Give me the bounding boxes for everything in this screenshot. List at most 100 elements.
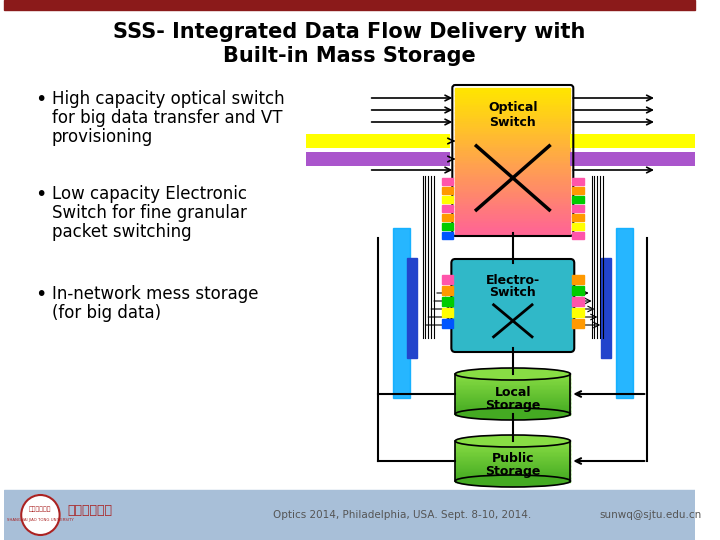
- Bar: [455, 409, 570, 410]
- Text: Storage: Storage: [485, 465, 541, 478]
- Text: Low capacity Electronic: Low capacity Electronic: [52, 185, 247, 203]
- Bar: [455, 404, 570, 407]
- Bar: [455, 449, 570, 451]
- Bar: [572, 275, 584, 284]
- Bar: [307, 134, 451, 148]
- Bar: [455, 375, 570, 377]
- Bar: [442, 214, 454, 221]
- Bar: [455, 469, 570, 471]
- Bar: [455, 447, 570, 448]
- Bar: [455, 464, 570, 465]
- Bar: [455, 204, 570, 207]
- Ellipse shape: [455, 368, 570, 380]
- Bar: [455, 183, 570, 185]
- Bar: [455, 468, 570, 469]
- Text: Switch for fine granular: Switch for fine granular: [52, 204, 247, 222]
- Bar: [455, 110, 570, 113]
- Bar: [455, 219, 570, 221]
- Text: High capacity optical switch: High capacity optical switch: [52, 90, 284, 108]
- Bar: [455, 392, 570, 393]
- Bar: [455, 226, 570, 228]
- Bar: [455, 88, 570, 91]
- Bar: [455, 187, 570, 190]
- Bar: [455, 406, 570, 408]
- Bar: [455, 190, 570, 192]
- Text: 上海交通大学: 上海交通大学: [68, 503, 113, 516]
- Bar: [455, 473, 570, 475]
- Bar: [408, 258, 417, 358]
- Bar: [455, 165, 570, 168]
- Bar: [455, 139, 570, 141]
- Bar: [455, 192, 570, 195]
- Bar: [455, 112, 570, 115]
- Text: for big data transfer and VT: for big data transfer and VT: [52, 109, 282, 127]
- Bar: [455, 117, 570, 120]
- Bar: [455, 224, 570, 226]
- Bar: [455, 480, 570, 482]
- Bar: [455, 132, 570, 134]
- Text: Switch: Switch: [490, 287, 536, 300]
- Bar: [455, 98, 570, 100]
- Text: SHANGHAI JIAO TONG UNIVERSITY: SHANGHAI JIAO TONG UNIVERSITY: [7, 518, 73, 522]
- Bar: [455, 194, 570, 197]
- Bar: [572, 232, 584, 239]
- Bar: [455, 383, 570, 385]
- Bar: [572, 214, 584, 221]
- Bar: [455, 411, 570, 413]
- Bar: [572, 286, 584, 295]
- Bar: [455, 105, 570, 108]
- Bar: [393, 228, 410, 398]
- Bar: [455, 93, 570, 96]
- Text: Optical: Optical: [488, 102, 538, 114]
- Bar: [455, 467, 570, 468]
- Bar: [572, 187, 584, 194]
- Ellipse shape: [455, 475, 570, 487]
- Bar: [455, 127, 570, 130]
- Text: Electro-: Electro-: [486, 273, 540, 287]
- Bar: [455, 457, 570, 459]
- Bar: [572, 205, 584, 212]
- Bar: [455, 151, 570, 154]
- Bar: [455, 178, 570, 180]
- Bar: [455, 146, 570, 149]
- Bar: [455, 100, 570, 103]
- Bar: [455, 201, 570, 205]
- Bar: [455, 462, 570, 464]
- Bar: [572, 297, 584, 306]
- Bar: [455, 148, 570, 151]
- Bar: [572, 196, 584, 203]
- Bar: [455, 168, 570, 171]
- Bar: [455, 199, 570, 202]
- Bar: [455, 394, 570, 396]
- Bar: [455, 450, 570, 452]
- Bar: [455, 441, 570, 443]
- Bar: [455, 122, 570, 125]
- Bar: [442, 286, 454, 295]
- Bar: [455, 474, 570, 476]
- Bar: [455, 170, 570, 173]
- Bar: [442, 319, 454, 328]
- Bar: [455, 114, 570, 118]
- Bar: [455, 393, 570, 395]
- Bar: [455, 134, 570, 137]
- Bar: [442, 187, 454, 194]
- Text: Storage: Storage: [485, 399, 541, 411]
- Bar: [455, 390, 570, 392]
- Bar: [455, 119, 570, 123]
- Text: In-network mess storage: In-network mess storage: [52, 285, 258, 303]
- Bar: [455, 387, 570, 389]
- Bar: [455, 163, 570, 166]
- Bar: [442, 308, 454, 317]
- Bar: [455, 461, 570, 463]
- Text: sunwq@sjtu.edu.cn: sunwq@sjtu.edu.cn: [599, 510, 701, 520]
- FancyBboxPatch shape: [451, 259, 575, 352]
- Bar: [455, 211, 570, 214]
- Bar: [442, 297, 454, 306]
- Bar: [455, 413, 570, 415]
- Bar: [455, 175, 570, 178]
- Bar: [455, 386, 570, 388]
- Text: packet switching: packet switching: [52, 223, 192, 241]
- Bar: [455, 448, 570, 449]
- Bar: [455, 389, 570, 390]
- Bar: [455, 453, 570, 455]
